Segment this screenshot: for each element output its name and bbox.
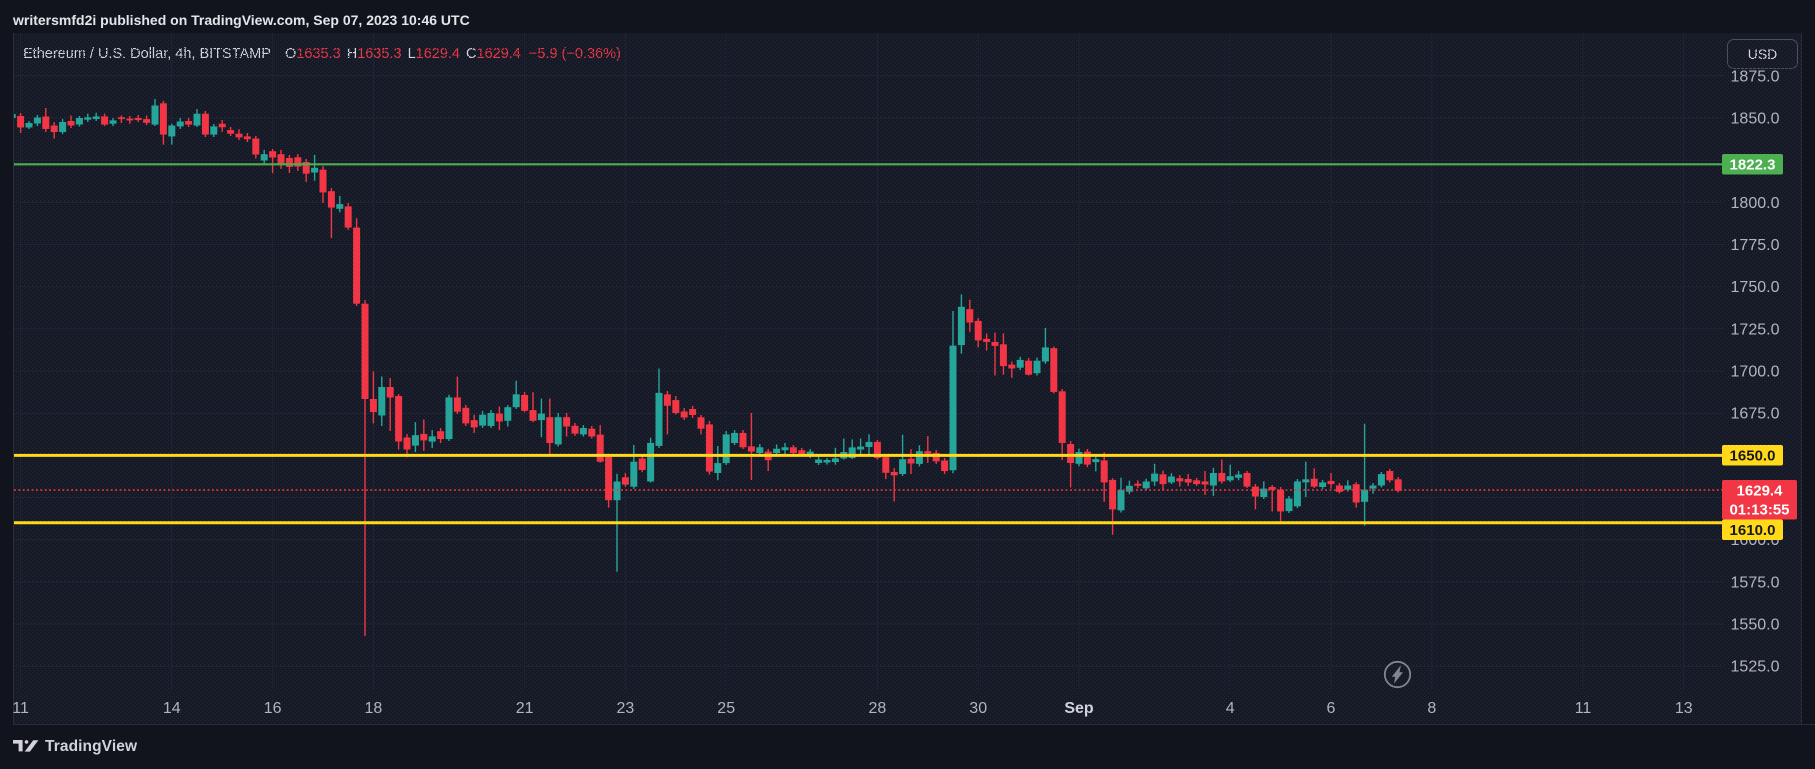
svg-text:1610.0: 1610.0 (1730, 522, 1776, 539)
svg-text:13: 13 (1675, 700, 1693, 717)
svg-text:1750.0: 1750.0 (1731, 279, 1780, 296)
svg-text:1675.0: 1675.0 (1731, 406, 1780, 423)
svg-text:1700.0: 1700.0 (1731, 364, 1780, 381)
svg-text:14: 14 (163, 700, 181, 717)
svg-text:1725.0: 1725.0 (1731, 321, 1780, 338)
svg-text:4: 4 (1226, 700, 1235, 717)
svg-text:1575.0: 1575.0 (1731, 574, 1780, 591)
svg-text:30: 30 (969, 700, 987, 717)
svg-text:18: 18 (365, 700, 383, 717)
svg-text:25: 25 (717, 700, 735, 717)
svg-text:1775.0: 1775.0 (1731, 237, 1780, 254)
svg-text:1650.0: 1650.0 (1730, 448, 1776, 465)
svg-text:1822.3: 1822.3 (1730, 157, 1776, 174)
svg-text:Sep: Sep (1064, 700, 1094, 717)
svg-text:11: 11 (1575, 700, 1592, 717)
svg-text:11: 11 (12, 700, 29, 717)
svg-text:21: 21 (516, 700, 534, 717)
svg-text:16: 16 (264, 700, 282, 717)
svg-text:1800.0: 1800.0 (1731, 195, 1780, 212)
svg-text:1629.4: 1629.4 (1737, 483, 1784, 500)
svg-text:1850.0: 1850.0 (1731, 111, 1780, 128)
svg-text:1875.0: 1875.0 (1731, 68, 1780, 85)
svg-text:6: 6 (1327, 700, 1336, 717)
svg-text:28: 28 (869, 700, 887, 717)
svg-text:1525.0: 1525.0 (1731, 659, 1780, 676)
svg-text:8: 8 (1427, 700, 1436, 717)
svg-text:01:13:55: 01:13:55 (1729, 502, 1789, 519)
svg-text:1550.0: 1550.0 (1731, 617, 1780, 634)
svg-text:23: 23 (617, 700, 635, 717)
